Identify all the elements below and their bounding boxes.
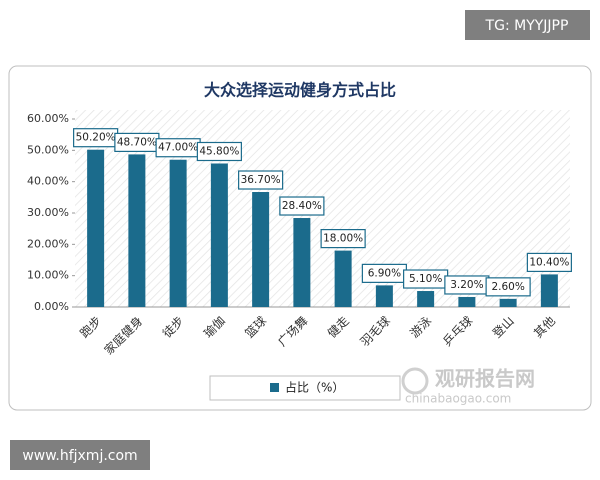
y-tick-label: 0.00% [34,300,69,313]
tag-text: TG: MYYJJPP [485,18,569,34]
y-tick-label: 10.00% [27,269,69,282]
bar [210,163,228,307]
value-label-box [238,170,284,190]
value-label: 6.90% [368,267,401,279]
value-label: 28.40% [282,200,322,212]
bar [128,154,146,307]
value-label: 48.70% [117,136,157,148]
watermark-name: 观研报告网 [435,367,535,391]
value-label-box [279,196,325,216]
bar [499,298,517,307]
value-label: 3.20% [450,279,483,291]
legend-swatch [270,383,279,392]
chart-title: 大众选择运动健身方式占比 [204,81,396,100]
value-label: 50.20% [76,132,116,144]
value-label-box [320,229,366,249]
bar [458,296,476,307]
value-label: 45.80% [199,145,239,157]
value-label: 10.40% [529,256,569,268]
bar [375,285,393,307]
y-tick-label: 50.00% [27,143,69,156]
url-text: www.hfjxmj.com [22,448,137,464]
legend-box [209,375,401,401]
value-label: 18.00% [323,233,363,245]
legend-label: 占比（%） [285,380,344,395]
bar [252,192,270,307]
bar [334,250,352,307]
y-tick-label: 20.00% [27,237,69,250]
y-tick-label: 60.00% [27,112,69,125]
watermark-domain: chinabaogao.com [405,392,511,406]
value-label-box [526,252,572,273]
value-label: 36.70% [241,174,281,186]
watermark-logo [401,367,429,395]
tag-box [465,10,590,40]
value-label: 5.10% [409,273,442,285]
value-label-box [196,141,242,162]
bar [540,274,558,307]
bar [417,291,435,307]
bar [293,218,311,307]
y-tick-label: 40.00% [27,175,69,188]
bar [87,149,105,307]
value-label: 2.60% [491,281,524,293]
url-box [10,440,150,470]
value-label: 47.00% [158,142,198,154]
bar [169,159,187,307]
value-label-box [485,277,531,297]
y-tick-label: 30.00% [27,206,69,219]
